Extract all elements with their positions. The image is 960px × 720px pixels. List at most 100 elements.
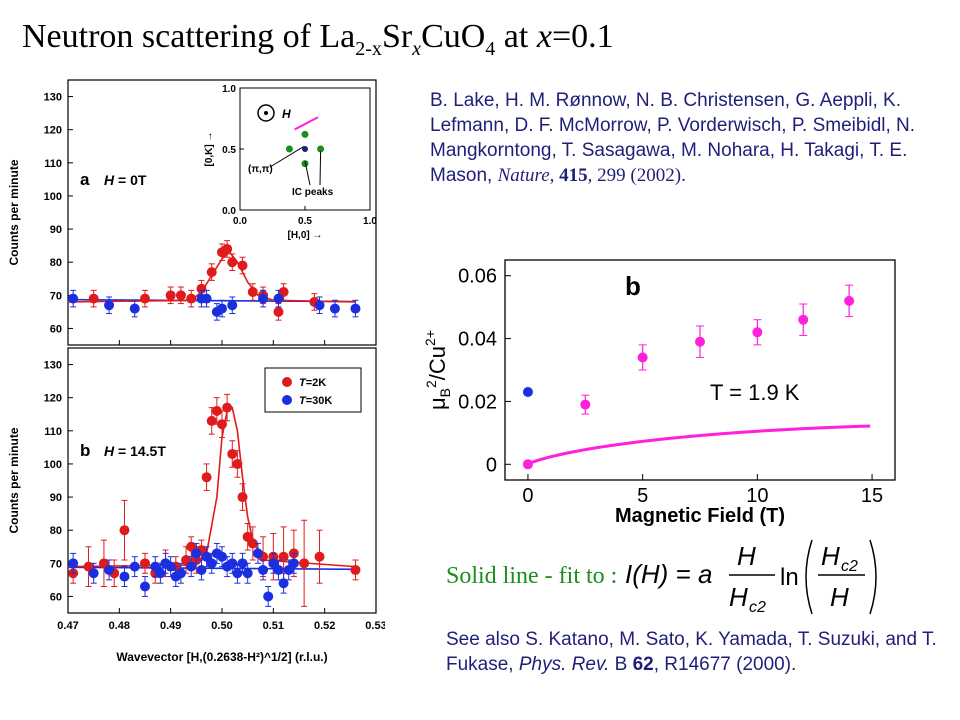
data-point-30k xyxy=(217,551,227,562)
data-point-2k xyxy=(211,405,222,416)
x-tick-label: 0.52 xyxy=(314,620,335,632)
panel-a-h0: 60 70 80 90 100 110 120 130 Counts per minute a H … xyxy=(7,79,377,346)
data-point-2k xyxy=(227,449,238,459)
y-tick-label: 0.02 xyxy=(458,391,497,413)
data-point-2k xyxy=(206,267,217,278)
ic-peaks-label: IC peaks xyxy=(292,187,334,198)
data-point-30k xyxy=(206,558,217,569)
data-point-2k xyxy=(175,290,186,301)
data-point-30k xyxy=(273,564,284,575)
data-point-30k xyxy=(314,300,325,311)
data-point-30k xyxy=(68,293,79,304)
data-point-30k xyxy=(175,568,186,579)
y-tick-label: 80 xyxy=(50,257,62,269)
y-tick-label: 70 xyxy=(50,558,62,570)
field-label: H = 14.5T xyxy=(104,443,166,459)
data-point-30k xyxy=(350,303,361,314)
inset-y-tick-label: 0.0 xyxy=(222,206,236,217)
y-tick-label: 120 xyxy=(44,393,62,405)
h-field-dot xyxy=(264,111,268,115)
formula-den2: H xyxy=(830,582,849,612)
data-point-2k xyxy=(227,257,238,268)
pi-pi-point xyxy=(302,146,308,152)
data-point-30k xyxy=(288,558,299,569)
legend-box xyxy=(264,367,362,413)
legend-marker xyxy=(282,377,292,387)
panel-label: b xyxy=(80,441,90,460)
y-tick-label: 100 xyxy=(44,459,62,471)
data-point-2k xyxy=(350,564,361,575)
data-point-magenta xyxy=(580,399,591,410)
data-point-2k xyxy=(165,290,176,301)
formula-lhs: I(H) = a xyxy=(625,559,712,589)
formula-num2-sub: c2 xyxy=(841,558,858,575)
data-point-30k xyxy=(242,568,253,579)
y-tick-label: 110 xyxy=(44,426,62,438)
ic-peak-point xyxy=(317,145,325,153)
ic-arrow xyxy=(319,151,322,186)
ic-peak-point xyxy=(301,130,309,138)
data-point-2k xyxy=(299,558,310,569)
y-tick-label: 130 xyxy=(44,360,62,372)
data-point-30k xyxy=(329,303,340,314)
data-point-2k xyxy=(237,492,248,503)
y-axis-label: Counts per minute xyxy=(7,159,21,265)
data-point-30k xyxy=(217,303,227,314)
data-point-30k xyxy=(88,568,99,579)
data-point-30k xyxy=(227,558,238,569)
pi-pi-arrow xyxy=(269,146,304,168)
ic-peak-point xyxy=(285,145,293,153)
data-point-30k xyxy=(104,564,115,575)
fit-curve xyxy=(527,424,871,466)
x-tick-label: 0.48 xyxy=(109,620,130,632)
data-point-30k xyxy=(258,293,269,304)
data-point-30k xyxy=(129,561,140,572)
x-tick-label: 0.49 xyxy=(160,620,181,632)
data-point-blue xyxy=(522,387,533,397)
y-tick-label: 80 xyxy=(50,525,62,537)
data-point-30k xyxy=(165,561,176,572)
data-point-30k xyxy=(201,293,212,304)
y-axis-label: Counts per minute xyxy=(7,427,21,533)
x-axis-label: Wavevector [H,(0.2638-H²)^1/2] (r.l.u.) xyxy=(116,650,327,664)
data-point-2k xyxy=(206,415,217,426)
panel-label: a xyxy=(80,170,90,189)
data-point-2k xyxy=(222,243,233,254)
data-point-30k xyxy=(129,303,140,314)
formula-ln: ln xyxy=(780,564,799,591)
y-tick-label: 60 xyxy=(50,591,62,603)
data-point-30k xyxy=(104,300,115,311)
x-tick-label: 0.50 xyxy=(211,620,232,632)
data-point-magenta xyxy=(637,352,648,363)
formula-lead: Solid line - fit to : xyxy=(446,563,617,589)
fit-formula: Solid line - fit to : I(H) = a H H c2 ln… xyxy=(446,539,877,616)
data-point-2k xyxy=(278,551,289,562)
page-title: Neutron scattering of La2-xSrxCuO4 at x=… xyxy=(22,18,614,60)
data-point-magenta xyxy=(522,459,533,470)
formula-den-sub: c2 xyxy=(749,599,766,616)
y-axis-label: μB2/Cu2+ xyxy=(422,330,453,410)
formula-num2: H xyxy=(821,541,840,571)
data-point-30k xyxy=(232,568,243,579)
data-point-30k xyxy=(68,558,79,569)
data-point-30k xyxy=(196,564,207,575)
reference-lake: B. Lake, H. M. Rønnow, N. B. Christensen… xyxy=(430,90,916,186)
inset-x-tick-label: 0.0 xyxy=(233,216,247,227)
data-point-magenta xyxy=(844,295,855,306)
data-point-30k xyxy=(191,548,202,559)
inset-x-tick-label: 1.0 xyxy=(363,216,377,227)
data-point-2k xyxy=(140,293,150,304)
y-tick-label: 100 xyxy=(44,191,62,203)
panel-label: b xyxy=(625,271,641,301)
x-tick-label: 15 xyxy=(861,485,883,507)
inset-x-tick-label: 0.5 xyxy=(298,216,312,227)
data-point-2k xyxy=(314,551,325,562)
y-tick-label: 90 xyxy=(50,224,62,236)
data-point-2k xyxy=(273,306,284,317)
data-point-2k xyxy=(88,293,99,304)
formula-num: H xyxy=(737,541,756,571)
y-tick-label: 60 xyxy=(50,323,62,335)
inset-y-label: [0,K] → xyxy=(204,132,215,167)
data-point-2k xyxy=(232,458,243,469)
ic-arrow xyxy=(304,161,311,186)
